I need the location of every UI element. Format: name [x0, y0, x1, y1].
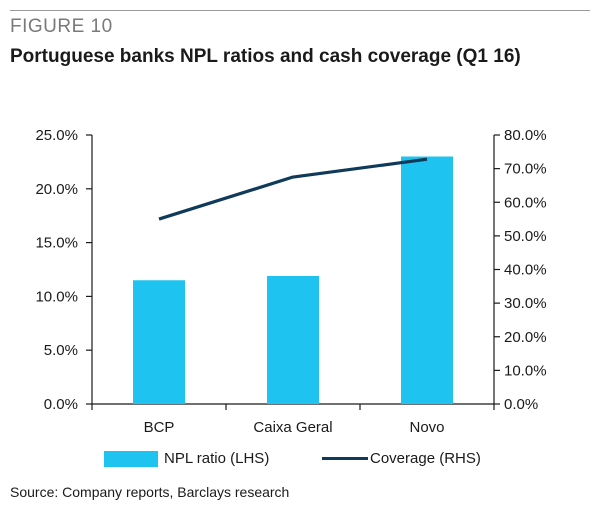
top-rule [10, 10, 590, 11]
y-right-tick-label: 20.0% [504, 329, 547, 346]
x-tick-label: Novo [409, 419, 444, 436]
y-left-tick-label: 25.0% [35, 127, 78, 144]
y-right-tick-label: 80.0% [504, 127, 547, 144]
y-left-tick-label: 20.0% [35, 181, 78, 198]
y-right-tick-label: 40.0% [504, 262, 547, 279]
y-right-tick-label: 10.0% [504, 362, 547, 379]
y-right-tick-label: 30.0% [504, 295, 547, 312]
legend-label-coverage: Coverage (RHS) [370, 450, 481, 467]
bar [401, 156, 453, 404]
legend-bar-swatch [104, 450, 158, 467]
y-left-tick-label: 10.0% [35, 288, 78, 305]
x-tick-label: Caixa Geral [253, 419, 332, 436]
chart-area: 0.0% 5.0% 10.0% 15.0% 20.0% 25.0% 0.0% 10.0% 20.… [35, 127, 547, 436]
y-left-tick-label: 5.0% [44, 342, 78, 359]
legend: NPL ratio (LHS) Coverage (RHS) [0, 448, 600, 472]
y-left-tick-label: 0.0% [44, 396, 78, 413]
series-line-coverage [158, 157, 428, 221]
y-right-tick-label: 60.0% [504, 194, 547, 211]
legend-item-npl-ratio: NPL ratio (LHS) [104, 450, 269, 467]
bar [133, 280, 185, 404]
y-right-tick-label: 0.0% [504, 396, 538, 413]
legend-label-npl-ratio: NPL ratio (LHS) [164, 450, 270, 467]
x-tick-label: BCP [144, 419, 175, 436]
y-right-tick-label: 70.0% [504, 161, 547, 178]
bar [267, 275, 319, 404]
y-left-tick-label: 15.0% [35, 235, 78, 252]
y-right-tick-label: 50.0% [504, 228, 547, 245]
source-note: Source: Company reports, Barclays resear… [10, 484, 290, 500]
legend-line-swatch [322, 457, 368, 460]
figure-label: FIGURE 10 [10, 16, 113, 37]
chart-title: Portuguese banks NPL ratios and cash cov… [10, 46, 521, 67]
legend-item-coverage: Coverage (RHS) [322, 450, 481, 467]
